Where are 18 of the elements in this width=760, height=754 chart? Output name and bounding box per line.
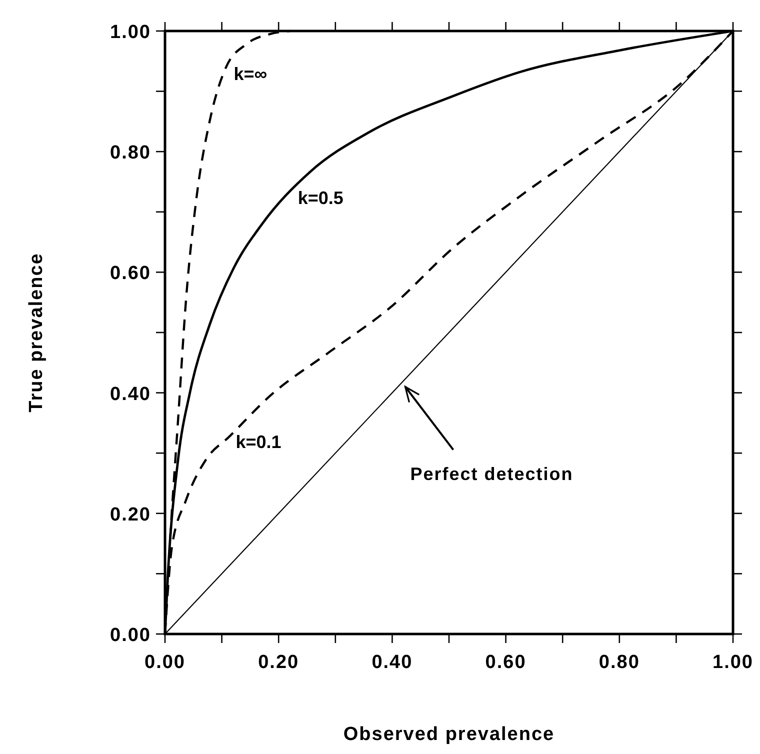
y-tick-label: 0.40 — [110, 384, 151, 405]
series-label: k=∞ — [234, 64, 268, 84]
x-tick-label: 0.40 — [372, 652, 413, 673]
y-tick-label: 0.20 — [110, 504, 151, 526]
annotation: Perfect detection — [410, 464, 574, 484]
x-tick-label: 0.80 — [598, 652, 640, 673]
y-tick-label: 0.60 — [110, 263, 151, 284]
x-tick-label: 0.00 — [144, 652, 186, 673]
x-tick-label: 0.20 — [258, 652, 300, 673]
y-axis-title: True prevalence — [26, 252, 47, 412]
y-tick-label: 0.00 — [110, 625, 151, 646]
x-tick-label: 1.00 — [712, 652, 754, 673]
x-axis-title: Observed prevalence — [343, 724, 555, 745]
x-tick-label: 0.60 — [485, 652, 526, 673]
series-label: k=0.1 — [236, 432, 282, 452]
y-tick-label: 1.00 — [110, 22, 151, 43]
series-label: k=0.5 — [298, 188, 344, 208]
y-tick-label: 0.80 — [110, 142, 151, 164]
